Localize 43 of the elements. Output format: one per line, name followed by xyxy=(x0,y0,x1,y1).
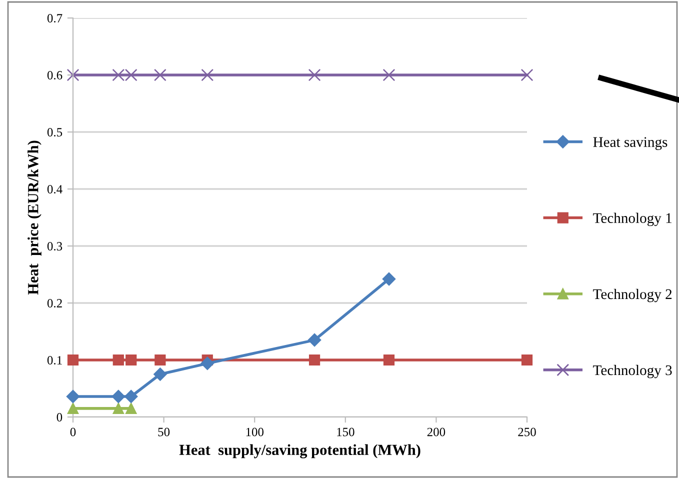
y-tick-label: 0 xyxy=(56,413,62,422)
point xyxy=(126,402,137,414)
y-tick-label: 0.6 xyxy=(47,71,62,80)
y-tick-label: 0.7 xyxy=(47,14,62,23)
point xyxy=(308,354,320,366)
x-tick-label: 200 xyxy=(427,428,446,436)
legend-label: Technology 2 xyxy=(593,288,672,302)
y-tick-label: 0.1 xyxy=(47,356,62,365)
point xyxy=(112,354,124,366)
point xyxy=(201,68,214,82)
x-tick-label: 150 xyxy=(337,428,354,436)
y-axis-title: Heat price (EUR/kWh) xyxy=(28,140,42,295)
point xyxy=(66,390,80,404)
x-tick-label: 50 xyxy=(158,428,170,436)
point xyxy=(382,68,396,82)
point xyxy=(112,390,125,404)
point xyxy=(154,354,166,366)
point xyxy=(521,354,533,366)
y-tick-label: 0.2 xyxy=(47,299,62,308)
legend-label: Technology 1 xyxy=(593,212,672,226)
legend-label: Technology 3 xyxy=(593,364,672,378)
point xyxy=(308,333,322,347)
y-tick-label: 0.5 xyxy=(47,128,62,137)
point xyxy=(124,390,138,404)
x-axis-title: Heat supply/saving potential (MWh) xyxy=(179,444,420,458)
y-tick-label: 0.3 xyxy=(47,242,62,251)
y-tick-label: 0.4 xyxy=(47,185,62,194)
point xyxy=(154,68,166,82)
point xyxy=(383,354,395,366)
point xyxy=(66,68,80,82)
point xyxy=(112,402,124,414)
point xyxy=(382,272,396,286)
point xyxy=(126,354,137,366)
legend-label: Heat savings xyxy=(593,137,668,150)
point xyxy=(67,402,79,414)
point xyxy=(154,368,167,381)
point xyxy=(520,68,534,82)
point xyxy=(200,356,214,370)
point xyxy=(308,68,321,82)
x-tick-label: 0 xyxy=(70,428,76,436)
x-tick-label: 100 xyxy=(246,428,264,436)
x-tick-label: 250 xyxy=(518,428,536,436)
point xyxy=(67,354,79,366)
